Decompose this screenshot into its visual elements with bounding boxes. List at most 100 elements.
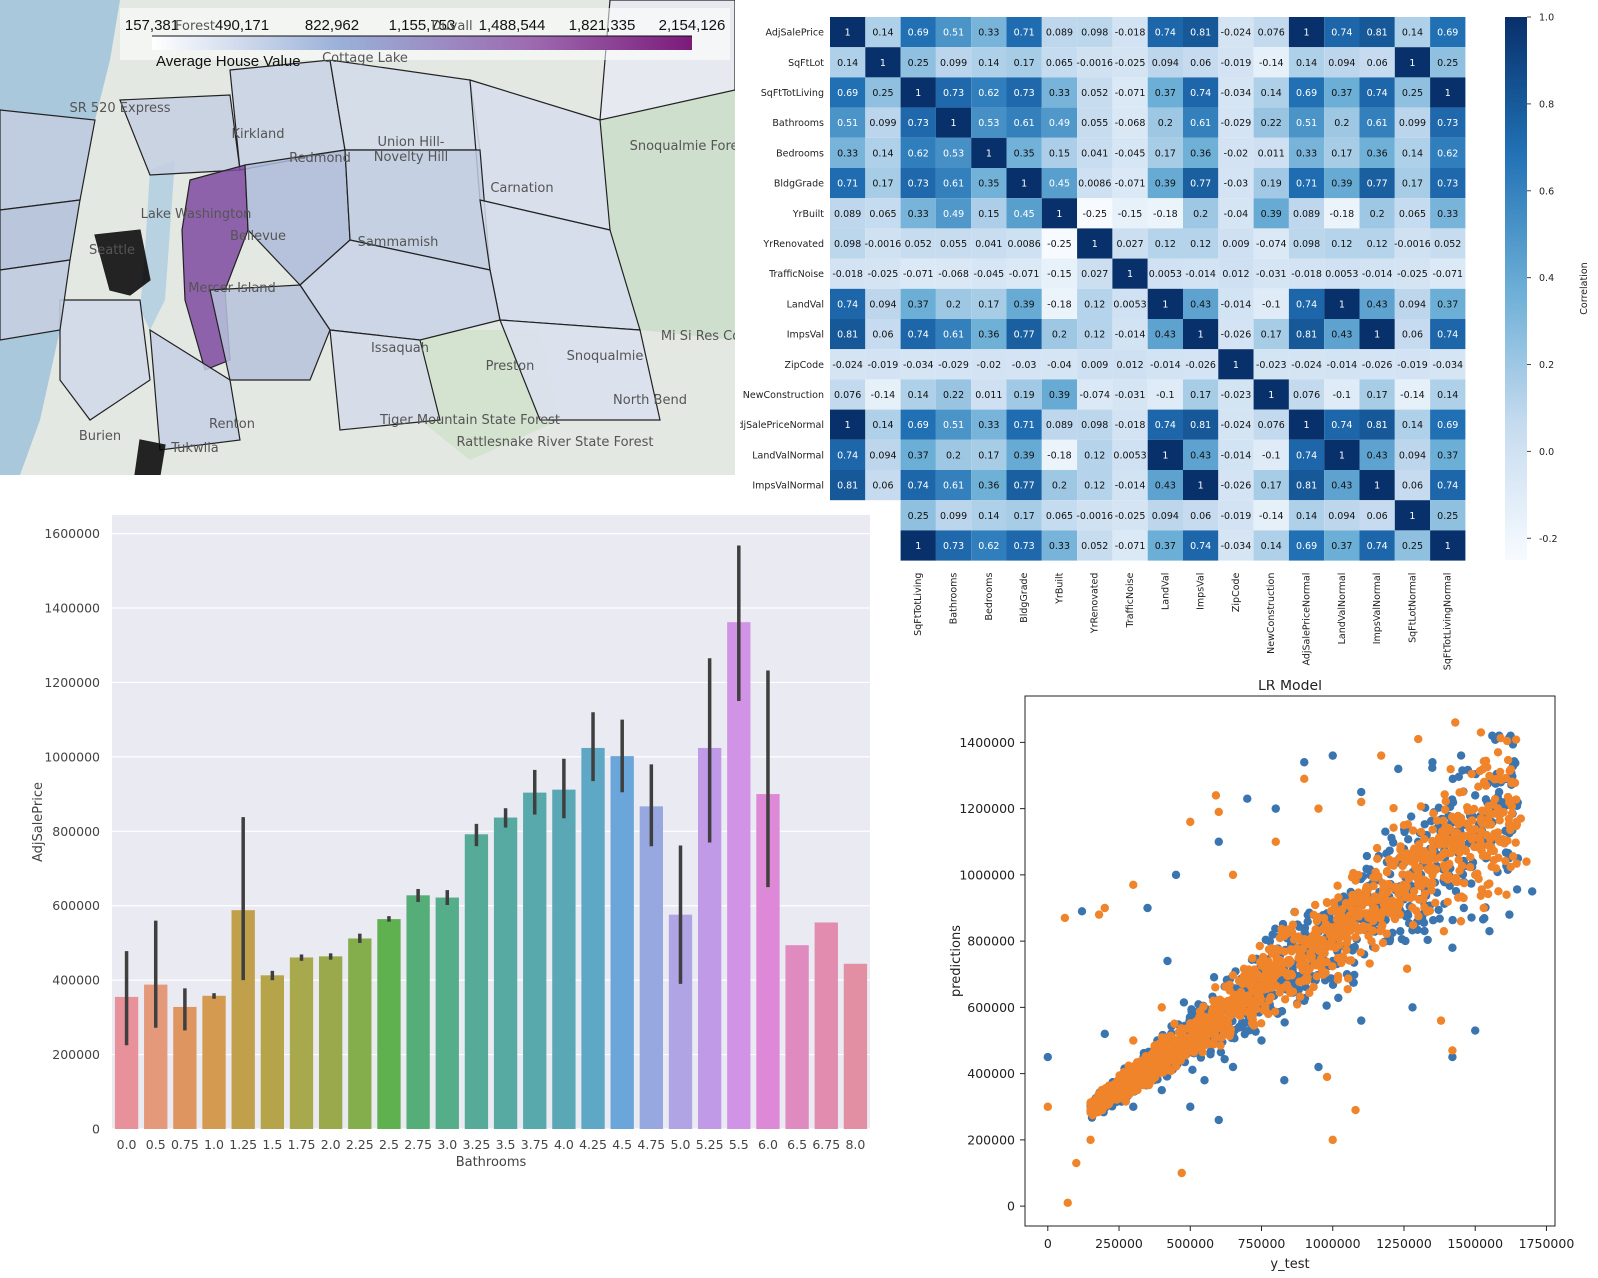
heatmap-cell-label: -0.018 <box>1115 28 1146 39</box>
heatmap-cell <box>1288 349 1325 380</box>
x-tick-label: 250000 <box>1095 1236 1143 1251</box>
heatmap-cell-label: 0.69 <box>837 88 858 99</box>
scatter-point <box>1454 772 1464 782</box>
census-tract[interactable] <box>209 284 331 381</box>
heatmap-cell <box>1041 77 1078 108</box>
heatmap-cell-label: 0.065 <box>1399 209 1426 220</box>
heatmap-cell <box>1253 349 1289 380</box>
heatmap-cell-label: -0.14 <box>871 390 896 401</box>
heatmap-cell-label: -0.031 <box>1256 269 1287 280</box>
heatmap-cell-label: 1 <box>1056 209 1062 220</box>
census-tract[interactable] <box>134 439 166 475</box>
heatmap-cell-label: 0.12 <box>1084 450 1105 461</box>
scatter-point <box>1473 833 1483 843</box>
heatmap-cell-label: 0.51 <box>837 118 858 129</box>
bar <box>435 897 459 1129</box>
heatmap-cell-label: 0.2 <box>1052 330 1067 341</box>
scatter-point <box>1256 972 1266 982</box>
scatter-point <box>1504 814 1513 824</box>
census-tract[interactable] <box>0 259 71 341</box>
scatter-point <box>1495 767 1505 777</box>
place-labels: Forest Cottage Lake Duvall Kirkland Redmond U… <box>69 19 735 456</box>
heatmap-cell-label: -0.1 <box>1156 390 1175 401</box>
heatmap-row-label: AdjSalePrice <box>765 28 824 39</box>
census-tract[interactable] <box>0 109 96 211</box>
scatter-point <box>1420 834 1429 844</box>
heatmap-cell <box>1394 168 1431 199</box>
census-tract[interactable] <box>94 229 151 296</box>
heatmap-cell-label: 0.052 <box>905 239 932 250</box>
scatter-point <box>1446 848 1456 858</box>
scatter-point <box>1333 933 1342 942</box>
heatmap-cell-label: 0.74 <box>1190 541 1211 552</box>
scatter-point <box>1373 854 1382 864</box>
scatter-point <box>1507 777 1516 786</box>
heatmap-col-label: TrafficNoise <box>1125 572 1136 628</box>
heatmap-cell-label: 0.052 <box>1081 88 1108 99</box>
scatter-point <box>1420 903 1429 912</box>
census-tract[interactable] <box>0 199 81 271</box>
heatmap-cell <box>1253 228 1289 259</box>
census-tracts-layer[interactable] <box>0 0 735 475</box>
heatmap-cell <box>1394 288 1431 319</box>
scatter-point <box>1167 1055 1177 1064</box>
heatmap-cell <box>1041 409 1078 440</box>
census-tract[interactable] <box>499 319 661 421</box>
heatmap-cell <box>830 47 866 78</box>
scatter-point <box>1201 1012 1210 1022</box>
scatter-point <box>1387 833 1396 843</box>
heatmap-cell-label: -0.034 <box>1221 88 1252 99</box>
scatter-point <box>1244 965 1253 974</box>
heatmap-cell <box>900 228 936 259</box>
heatmap-cell-label: 1 <box>951 118 957 129</box>
census-tract[interactable] <box>329 329 441 431</box>
heatmap-cell <box>1218 77 1254 108</box>
census-tract[interactable] <box>59 299 151 421</box>
census-tract[interactable] <box>149 328 241 451</box>
scatter-point <box>1440 805 1450 814</box>
heatmap-cell-label: -0.071 <box>1115 88 1146 99</box>
heatmap-cell <box>1112 319 1148 350</box>
heatmap-cell-label: 0.099 <box>869 118 896 129</box>
map-canvas[interactable]: 157,381 490,171 822,962 1,155,753 1,488,544 1… <box>0 0 735 475</box>
heatmap-cell-label: -0.14 <box>1259 58 1284 69</box>
heatmap-cell <box>1006 288 1042 319</box>
heatmap-cell <box>1112 107 1148 138</box>
place-label: Renton <box>209 417 255 432</box>
legend-tick-label: 157,381 <box>125 17 179 34</box>
heatmap-cell-label: 0.74 <box>1367 541 1388 552</box>
choropleth-map[interactable]: 157,381 490,171 822,962 1,155,753 1,488,544 1… <box>0 0 735 475</box>
heatmap-cell-label: 0.74 <box>1155 420 1176 431</box>
scatter-point <box>1129 1102 1138 1111</box>
heatmap-cell-label: 0.36 <box>978 481 999 492</box>
scatter-point <box>1511 838 1520 847</box>
heatmap-cell-label: -0.02 <box>1224 148 1249 159</box>
heatmap-row-label: YrBuilt <box>792 209 825 220</box>
scatter-point <box>1330 922 1339 932</box>
scatter-point <box>1271 804 1280 813</box>
x-tick-label: 5.0 <box>671 1137 691 1152</box>
heatmap-cell-label: 0.06 <box>1190 511 1211 522</box>
heatmap-cell <box>1218 228 1254 259</box>
heatmap-cell <box>1147 258 1183 289</box>
heatmap-cell-label: 0.69 <box>1296 541 1317 552</box>
scatter-point <box>1423 864 1432 874</box>
heatmap-cell-label: -0.019 <box>1221 511 1252 522</box>
heatmap-cell <box>900 530 936 561</box>
heatmap-cell <box>1288 198 1325 229</box>
scatter-point <box>1225 980 1234 989</box>
place-label: Duvall <box>431 19 472 34</box>
heatmap-cell-label: 0.77 <box>1190 179 1211 190</box>
heatmap-cell <box>900 137 936 168</box>
heatmap-cell <box>1430 198 1466 229</box>
heatmap-cell-label: 0.011 <box>1258 148 1285 159</box>
scatter-point <box>1423 935 1432 945</box>
heatmap-cell <box>935 319 972 350</box>
heatmap-row-label: LandVal <box>787 299 824 310</box>
heatmap-cell <box>1077 470 1113 501</box>
scatter-point <box>1174 1043 1183 1052</box>
y-axis-label: AdjSalePrice <box>31 782 46 862</box>
heatmap-cell-label: 0.089 <box>1046 28 1073 39</box>
heatmap-cell <box>1324 17 1360 48</box>
scatter-point <box>1413 874 1422 884</box>
